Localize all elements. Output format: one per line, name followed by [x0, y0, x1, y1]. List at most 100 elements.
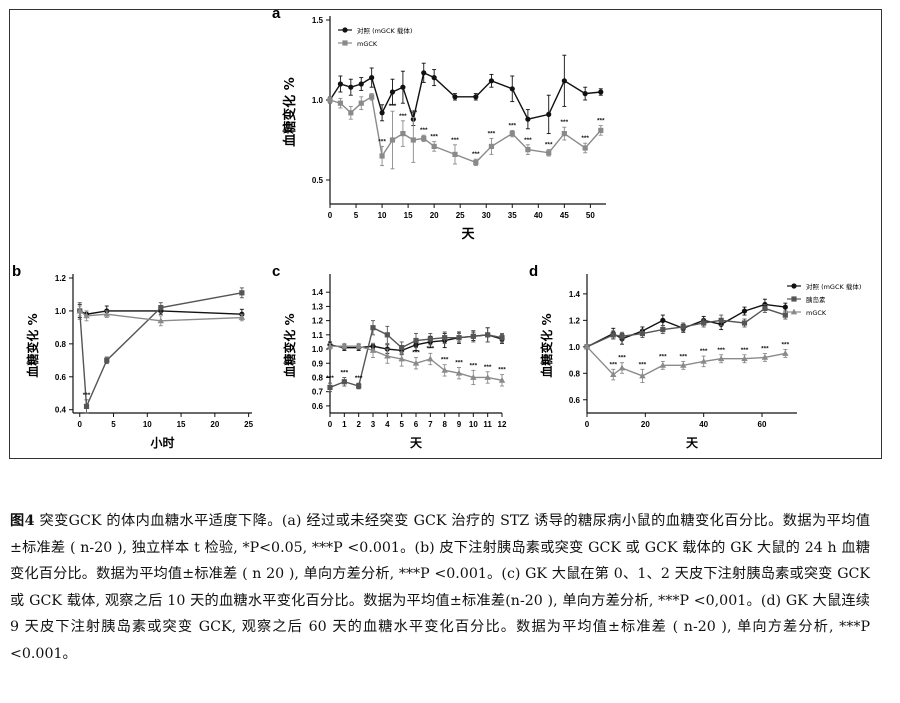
panel-d-legend: 对照 (mGCK 载体) 胰岛素 mGCK	[787, 282, 861, 317]
panel-d-legend-marker	[790, 308, 798, 315]
panel-b-y-tick-label: 1.0	[55, 307, 67, 316]
panel-d-data-point	[782, 312, 788, 318]
panel-d-data-point	[680, 361, 687, 368]
panel-c-y-tick-label: 1.2	[312, 317, 324, 326]
panel-c-data-point	[327, 384, 333, 391]
panel-b-y-tick-label: 0.8	[55, 340, 67, 349]
panel-a-data-point	[327, 97, 333, 103]
panel-a-x-axis-label: 天	[461, 227, 475, 242]
panel-b-letter: b	[12, 263, 21, 280]
panel-b-data-point	[158, 305, 164, 311]
panel-a-data-point	[389, 137, 396, 143]
panel-b-x-tick-label: 15	[177, 420, 186, 429]
panel-a-data-point	[525, 116, 531, 122]
panel-a-legend-marker	[342, 27, 348, 33]
panel-c-data-point	[399, 345, 405, 351]
panel-b-y-axis-label: 血糖变化 %	[25, 313, 40, 377]
panel-c-data-point	[341, 342, 348, 349]
panel-c-x-tick-label: 9	[457, 420, 462, 429]
panel-a-x-tick-label: 0	[328, 211, 333, 220]
panel-c-data-point	[412, 359, 420, 366]
panel-c-data-point	[456, 335, 462, 341]
panel-c-data-point	[384, 332, 390, 338]
panel-a-x-tick-label: 15	[404, 211, 413, 220]
panel-a-chart: a 0.5 1.0 1.5 0 5 10 15 20 25 30 35 40 45 50 天 血糖变化 % ***…	[272, 5, 606, 242]
panel-c-x-tick-label: 1	[342, 420, 347, 429]
panel-c-data-point	[370, 325, 376, 331]
panel-c-significance-label: ***	[484, 364, 492, 371]
panel-a-data-point	[525, 147, 531, 153]
panel-c-data-point	[485, 332, 491, 338]
panel-b-data-point	[239, 290, 245, 296]
panel-a-data-point	[582, 145, 588, 151]
panel-d-data-point	[782, 350, 789, 356]
panel-d-data-point	[718, 317, 724, 323]
panel-c-data-point	[369, 347, 377, 353]
panel-d-data-point	[741, 355, 748, 362]
panel-c-data-point	[355, 342, 362, 349]
panel-a-data-point	[389, 89, 396, 95]
panel-a-data-point	[561, 131, 567, 137]
panel-c-x-tick-label: 10	[469, 420, 478, 429]
panel-a-data-point	[598, 89, 604, 95]
panel-d-significance-label: ***	[618, 355, 626, 362]
panel-a-x-tick-label: 45	[560, 211, 569, 220]
panel-c-significance-label: ***	[355, 375, 363, 382]
panel-c-chart: c0.60.70.80.91.01.11.21.31.40 1 2 3 4 5 6 7 8 9 10…	[272, 263, 507, 450]
panel-a-y-tick-label: 0.5	[312, 176, 324, 185]
figure-caption: 图4 突变GCK 的体内血糖水平适度下降。(a) 经过或未经突变 GCK 治疗的…	[10, 508, 870, 668]
panel-a-y-axis-label: 血糖变化 %	[282, 77, 298, 147]
panel-a-series-line	[329, 95, 602, 164]
caption-text: 突变GCK 的体内血糖水平适度下降。(a) 经过或未经突变 GCK 治疗的 ST…	[10, 513, 871, 662]
panel-a-x-tick-label: 20	[430, 211, 439, 220]
panel-b-data-point	[83, 312, 90, 319]
panel-a-data-point	[582, 91, 588, 97]
panel-d-significance-label: ***	[659, 353, 667, 360]
panel-c-data-point	[498, 376, 506, 383]
panel-b-x-axis-label: 小时	[150, 435, 174, 450]
panel-d-data-point	[639, 372, 646, 379]
panel-d-data-point	[659, 361, 667, 368]
panel-d-significance-label: ***	[639, 361, 647, 368]
panel-a-data-point	[337, 81, 344, 87]
panel-a-significance-label: ***	[524, 137, 532, 144]
panel-c-letter: c	[272, 263, 280, 280]
panel-a-data-point	[421, 135, 427, 141]
panel-c-y-tick-label: 0.9	[312, 359, 324, 368]
panel-d-significance-label: ***	[700, 348, 708, 355]
panel-c-y-tick-label: 1.0	[312, 345, 324, 354]
panel-a-data-point	[598, 127, 604, 133]
panel-d-significance-label: ***	[609, 361, 617, 368]
panel-d-significance-label: ***	[782, 341, 790, 348]
panel-b-data-point	[104, 357, 110, 363]
panel-c-y-tick-label: 0.6	[312, 402, 324, 411]
panel-d-x-tick-label: 0	[585, 420, 590, 429]
panel-a-data-point	[337, 100, 344, 106]
panel-d-significance-label: ***	[761, 345, 769, 352]
panel-c-y-tick-label: 1.1	[312, 331, 324, 340]
panel-d-series-3: ************ ****** *** *** ******	[583, 341, 790, 384]
panel-d-data-point	[610, 371, 617, 378]
panel-a-data-point	[358, 100, 364, 106]
panel-a-data-point	[488, 78, 495, 84]
panel-a-data-point	[379, 110, 385, 116]
panel-a-significance-label: ***	[410, 110, 418, 117]
panel-c-data-point	[455, 369, 463, 376]
panel-c-data-point	[398, 355, 405, 362]
panel-d-legend-marker	[791, 283, 797, 289]
panel-d-data-point	[741, 308, 748, 314]
panel-c-data-point	[470, 374, 477, 380]
panel-c-significance-label: ***	[470, 362, 478, 369]
panel-b-y-tick-label: 1.2	[55, 274, 67, 283]
panel-d-data-point	[701, 320, 707, 326]
panel-c-y-tick-label: 1.4	[312, 288, 324, 297]
panel-c-x-tick-label: 8	[442, 420, 447, 429]
panel-a-y-tick-label: 1.5	[312, 16, 324, 25]
panel-a-x-tick-label: 35	[508, 211, 517, 220]
panel-d-data-point	[618, 364, 626, 371]
panel-c-data-point	[442, 335, 448, 341]
panel-a-data-point	[546, 111, 552, 117]
panel-a-data-point	[379, 153, 385, 159]
panel-a-legend: 对照 (mGCK 载体) mGCK	[338, 26, 412, 48]
